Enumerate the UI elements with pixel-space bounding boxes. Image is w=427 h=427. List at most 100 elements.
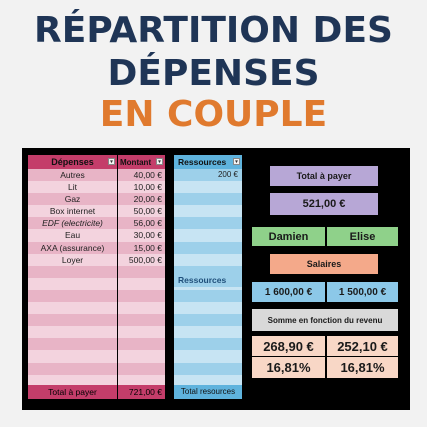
depenses-row[interactable]: AXA (assurance) 15,00 € bbox=[28, 241, 165, 254]
ressources-row[interactable] bbox=[174, 314, 242, 327]
depenses-header-label: Dépenses ▾ bbox=[28, 155, 118, 169]
depense-label bbox=[28, 350, 118, 363]
depenses-header: Dépenses ▾ Montant ▾ bbox=[28, 155, 165, 169]
depense-label: EDF (electricite) bbox=[28, 217, 118, 230]
depenses-row[interactable]: Box internet 50,00 € bbox=[28, 205, 165, 218]
filter-dropdown-icon[interactable]: ▾ bbox=[233, 158, 240, 165]
depense-label bbox=[28, 289, 118, 303]
depenses-table: Dépenses ▾ Montant ▾ Autres 40,00 € Lit 10,… bbox=[28, 155, 165, 399]
ressources-row[interactable] bbox=[174, 289, 242, 303]
salary-damien: 1 600,00 € bbox=[252, 282, 325, 302]
depense-label: Gaz bbox=[28, 193, 118, 206]
depense-label bbox=[28, 277, 118, 290]
depenses-total-label: Total à payer bbox=[28, 385, 118, 399]
filter-dropdown-icon[interactable]: ▾ bbox=[108, 158, 115, 165]
ressources-mid-label: Ressources bbox=[174, 273, 242, 287]
ressources-row[interactable] bbox=[174, 205, 242, 218]
person-damien: Damien bbox=[252, 227, 325, 246]
depense-amount: 56,00 € bbox=[133, 218, 162, 229]
somme-en-fonction-label: Somme en fonction du revenu bbox=[252, 309, 398, 331]
title-line-2: DÉPENSES bbox=[107, 53, 320, 94]
depenses-row[interactable] bbox=[28, 338, 165, 351]
ressources-row[interactable] bbox=[174, 362, 242, 375]
depense-amount bbox=[118, 326, 165, 338]
depense-amount: 10,00 € bbox=[133, 182, 162, 193]
ressources-row[interactable] bbox=[174, 338, 242, 351]
share-elise-amount: 252,10 € bbox=[327, 336, 398, 356]
ressources-header: Ressources ▾ bbox=[174, 155, 242, 169]
depense-amount: 500,00 € bbox=[128, 254, 162, 265]
depenses-row[interactable]: Gaz 20,00 € bbox=[28, 193, 165, 206]
depense-label bbox=[28, 265, 118, 278]
ressources-row[interactable] bbox=[174, 350, 242, 363]
share-elise-percent: 16,81% bbox=[327, 357, 398, 378]
ressources-table: Ressources ▾ 200 € Ressources Total reso… bbox=[174, 155, 242, 399]
depense-amount bbox=[118, 290, 165, 302]
depenses-row[interactable] bbox=[28, 277, 165, 290]
ressources-row[interactable] bbox=[174, 302, 242, 315]
share-damien-percent: 16,81% bbox=[252, 357, 325, 378]
depenses-row[interactable] bbox=[28, 289, 165, 303]
ressources-row[interactable] bbox=[174, 193, 242, 206]
depenses-row[interactable] bbox=[28, 314, 165, 327]
depense-amount bbox=[118, 363, 165, 375]
total-a-payer-label: Total à payer bbox=[270, 166, 378, 186]
total-a-payer-value: 521,00 € bbox=[270, 193, 378, 215]
depenses-row[interactable]: Eau 30,00 € bbox=[28, 229, 165, 242]
depenses-row[interactable] bbox=[28, 362, 165, 375]
depenses-row[interactable]: Loyer 500,00 € bbox=[28, 253, 165, 266]
depense-label: Box internet bbox=[28, 205, 118, 218]
ressources-row[interactable] bbox=[174, 181, 242, 194]
ressources-rows: 200 € bbox=[174, 169, 242, 387]
ressources-row[interactable] bbox=[174, 241, 242, 254]
depense-amount: 15,00 € bbox=[133, 242, 162, 253]
montant-header-label: Montant ▾ bbox=[118, 155, 165, 169]
depense-amount: 30,00 € bbox=[133, 230, 162, 241]
title-line-3: EN COUPLE bbox=[99, 94, 328, 135]
depense-amount: 20,00 € bbox=[133, 194, 162, 205]
depense-amount bbox=[118, 338, 165, 350]
ressources-row[interactable] bbox=[174, 326, 242, 339]
share-damien-amount: 268,90 € bbox=[252, 336, 325, 356]
depense-label: AXA (assurance) bbox=[28, 241, 118, 254]
depenses-row[interactable] bbox=[28, 350, 165, 363]
ressources-header-text: Ressources bbox=[178, 157, 227, 167]
depense-label bbox=[28, 338, 118, 351]
depense-amount bbox=[118, 266, 165, 278]
depense-amount bbox=[118, 314, 165, 326]
depenses-row[interactable] bbox=[28, 326, 165, 339]
depense-amount bbox=[118, 278, 165, 290]
depense-label bbox=[28, 314, 118, 327]
depense-amount bbox=[118, 350, 165, 362]
depense-label: Eau bbox=[28, 229, 118, 242]
depenses-row[interactable] bbox=[28, 302, 165, 315]
depense-label: Autres bbox=[28, 169, 118, 182]
salary-elise: 1 500,00 € bbox=[327, 282, 398, 302]
person-elise: Elise bbox=[327, 227, 398, 246]
depenses-header-text: Dépenses bbox=[51, 157, 94, 167]
salaires-label: Salaires bbox=[270, 254, 378, 274]
depenses-row[interactable]: Autres 40,00 € bbox=[28, 169, 165, 182]
depense-label bbox=[28, 326, 118, 339]
depenses-total-amount: 721,00 € bbox=[128, 387, 162, 397]
depense-amount bbox=[118, 302, 165, 314]
ressources-row[interactable] bbox=[174, 374, 242, 387]
ressources-row[interactable] bbox=[174, 253, 242, 266]
depense-label: Lit bbox=[28, 181, 118, 194]
depenses-row[interactable]: EDF (electricite) 56,00 € bbox=[28, 217, 165, 230]
depense-label bbox=[28, 362, 118, 375]
depense-amount: 40,00 € bbox=[133, 170, 162, 180]
filter-dropdown-icon[interactable]: ▾ bbox=[156, 158, 163, 165]
ressources-total-label: Total resources bbox=[174, 385, 242, 399]
depense-label bbox=[28, 374, 118, 387]
ressources-row[interactable] bbox=[174, 229, 242, 242]
ressources-row[interactable] bbox=[174, 217, 242, 230]
depenses-total-row: Total à payer 721,00 € bbox=[28, 385, 165, 399]
depense-label: Loyer bbox=[28, 253, 118, 266]
ressources-row[interactable]: 200 € bbox=[174, 169, 242, 182]
depenses-row[interactable] bbox=[28, 265, 165, 278]
depenses-row[interactable] bbox=[28, 374, 165, 387]
depenses-rows: Autres 40,00 € Lit 10,00 € Gaz 20,00 € Box int… bbox=[28, 169, 165, 387]
depenses-row[interactable]: Lit 10,00 € bbox=[28, 181, 165, 194]
depense-amount: 50,00 € bbox=[133, 206, 162, 217]
